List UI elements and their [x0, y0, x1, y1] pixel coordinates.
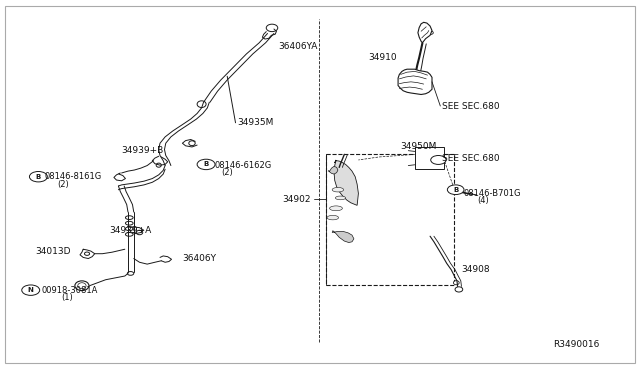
- Text: R3490016: R3490016: [554, 340, 600, 349]
- Text: 34939+A: 34939+A: [109, 226, 151, 235]
- Text: 08146-8161G: 08146-8161G: [45, 172, 102, 181]
- Ellipse shape: [125, 227, 133, 231]
- Text: 08146-B701G: 08146-B701G: [464, 189, 522, 198]
- Text: B: B: [204, 161, 209, 167]
- Circle shape: [22, 285, 40, 295]
- Text: SEE SEC.680: SEE SEC.680: [442, 102, 499, 110]
- Text: (4): (4): [477, 196, 488, 205]
- Ellipse shape: [330, 206, 342, 211]
- Text: 36406Y: 36406Y: [182, 254, 216, 263]
- Circle shape: [447, 185, 464, 195]
- Polygon shape: [398, 69, 432, 94]
- Ellipse shape: [453, 280, 460, 285]
- Bar: [415, 147, 444, 169]
- Ellipse shape: [125, 216, 133, 219]
- Ellipse shape: [455, 287, 463, 292]
- Ellipse shape: [332, 187, 344, 192]
- Ellipse shape: [266, 24, 278, 32]
- Text: 34950M: 34950M: [400, 142, 436, 151]
- Text: 34013D: 34013D: [35, 247, 70, 256]
- Polygon shape: [332, 231, 354, 243]
- Circle shape: [431, 155, 446, 164]
- Circle shape: [29, 171, 47, 182]
- Ellipse shape: [125, 232, 133, 236]
- Polygon shape: [334, 160, 358, 205]
- Text: 34908: 34908: [461, 265, 490, 274]
- Text: 08146-6162G: 08146-6162G: [214, 161, 271, 170]
- Text: 34939+B: 34939+B: [122, 146, 164, 155]
- Ellipse shape: [156, 163, 161, 167]
- Text: 36406YA: 36406YA: [278, 42, 318, 51]
- Ellipse shape: [136, 230, 143, 235]
- Polygon shape: [328, 166, 338, 174]
- Text: 34910: 34910: [368, 53, 397, 62]
- Ellipse shape: [75, 281, 89, 291]
- Ellipse shape: [127, 272, 134, 275]
- Ellipse shape: [428, 31, 433, 34]
- Text: (1): (1): [61, 293, 72, 302]
- Text: (2): (2): [221, 169, 232, 177]
- Text: 34902: 34902: [282, 195, 310, 203]
- Circle shape: [197, 159, 215, 170]
- Text: 34935M: 34935M: [237, 118, 273, 127]
- Ellipse shape: [189, 141, 195, 145]
- Text: (2): (2): [58, 180, 69, 189]
- Text: N: N: [28, 287, 34, 293]
- Ellipse shape: [335, 196, 346, 200]
- Text: 00918-3081A: 00918-3081A: [42, 286, 98, 295]
- Ellipse shape: [78, 283, 86, 289]
- Polygon shape: [418, 22, 432, 43]
- Ellipse shape: [84, 252, 90, 255]
- Ellipse shape: [197, 101, 206, 108]
- Text: B: B: [453, 187, 458, 193]
- Bar: [326, 154, 454, 285]
- Ellipse shape: [327, 215, 339, 220]
- Ellipse shape: [125, 221, 133, 225]
- Text: B: B: [36, 174, 41, 180]
- Text: SEE SEC.680: SEE SEC.680: [442, 154, 499, 163]
